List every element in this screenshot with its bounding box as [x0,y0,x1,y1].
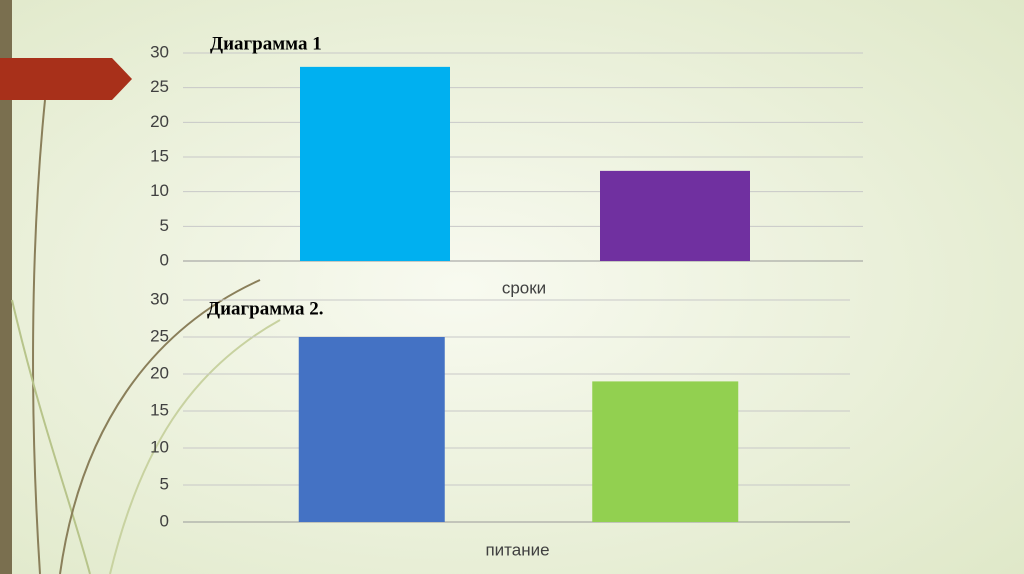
y-tick-label: 25 [150,326,169,345]
y-tick-label: 15 [150,146,169,165]
charts: 0 5 10 15 20 25 30 Диаграмма 1 сроки 0 5 10 15 20 25 30… [150,33,863,559]
bar [600,170,750,261]
decor-curve [109,319,281,574]
chart-title: Диаграмма 2. [207,298,323,319]
chart-title: Диаграмма 1 [210,33,322,54]
side-strip [0,0,12,574]
decor-curve [32,99,46,574]
y-tick-label: 10 [150,437,169,456]
y-tick-label: 0 [160,511,169,530]
y-tick-label: 5 [160,474,169,493]
bar [298,337,445,522]
x-axis-label: сроки [502,278,546,297]
y-tick-label: 25 [150,77,169,96]
arrow-banner [0,58,132,100]
y-tick-label: 20 [150,363,169,382]
bar [592,381,739,522]
y-tick-label: 20 [150,112,169,131]
x-axis-label: питание [485,540,549,559]
decor-curve [59,279,261,574]
y-tick-label: 30 [150,289,169,308]
y-tick-label: 15 [150,400,169,419]
decor-curve [11,299,91,574]
bar [300,66,450,261]
y-tick-label: 10 [150,181,169,200]
y-tick-label: 30 [150,42,169,61]
y-tick-label: 0 [160,250,169,269]
y-tick-label: 5 [160,216,169,235]
